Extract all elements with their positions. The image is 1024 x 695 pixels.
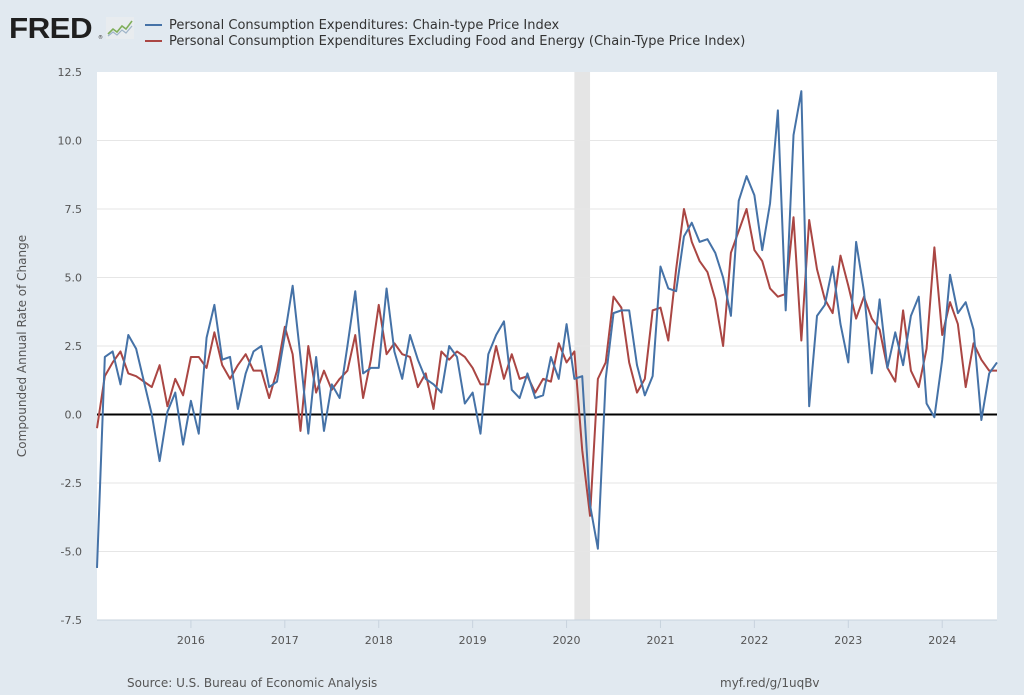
y-tick-label: -7.5	[61, 614, 82, 627]
y-tick-label: 5.0	[65, 272, 83, 285]
legend-item-pce[interactable]: Personal Consumption Expenditures: Chain…	[145, 17, 745, 33]
fred-logo[interactable]: FRED	[9, 13, 93, 45]
y-tick-label: 2.5	[65, 340, 83, 353]
y-axis-ticks: 12.5 10.0 7.5 5.0 2.5 0.0 -2.5 -5.0 -7.5	[58, 66, 83, 627]
x-tick-label: 2022	[740, 634, 768, 647]
legend-swatch-pce	[145, 24, 162, 26]
x-tick-label: 2021	[646, 634, 674, 647]
y-tick-label: 7.5	[65, 203, 83, 216]
legend-label-core-pce: Personal Consumption Expenditures Exclud…	[169, 33, 746, 49]
x-tick-label: 2020	[553, 634, 581, 647]
fred-logo-registered-mark: ®	[98, 35, 103, 41]
y-axis-label: Compounded Annual Rate of Change	[15, 235, 29, 457]
x-tick-label: 2017	[271, 634, 299, 647]
y-tick-label: -2.5	[61, 477, 82, 490]
series-line-pce[interactable]	[96, 90, 998, 568]
x-tick-label: 2019	[459, 634, 487, 647]
x-tick-label: 2024	[928, 634, 956, 647]
short-url-link[interactable]: myf.red/g/1uqBv	[720, 676, 820, 690]
fred-chart-icon	[106, 17, 134, 39]
x-axis-ticks: 2016 2017 2018 2019 2020 2021 2022 2023 2024	[177, 620, 956, 647]
x-tick-label: 2018	[365, 634, 393, 647]
gridlines	[97, 140, 997, 552]
chart-legend: Personal Consumption Expenditures: Chain…	[145, 17, 745, 49]
chart-header: FRED ® Personal Consumption Expenditures…	[0, 0, 1024, 60]
x-tick-label: 2023	[834, 634, 862, 647]
source-note: Source: U.S. Bureau of Economic Analysis	[127, 676, 378, 690]
y-tick-label: -5.0	[61, 546, 82, 559]
y-tick-label: 10.0	[58, 135, 83, 148]
y-tick-label: 12.5	[58, 66, 83, 79]
series-layer	[96, 90, 998, 568]
legend-label-pce: Personal Consumption Expenditures: Chain…	[169, 17, 560, 33]
legend-item-core-pce[interactable]: Personal Consumption Expenditures Exclud…	[145, 33, 745, 49]
x-tick-label: 2016	[177, 634, 205, 647]
legend-swatch-core-pce	[145, 40, 162, 42]
y-tick-label: 0.0	[65, 409, 83, 422]
